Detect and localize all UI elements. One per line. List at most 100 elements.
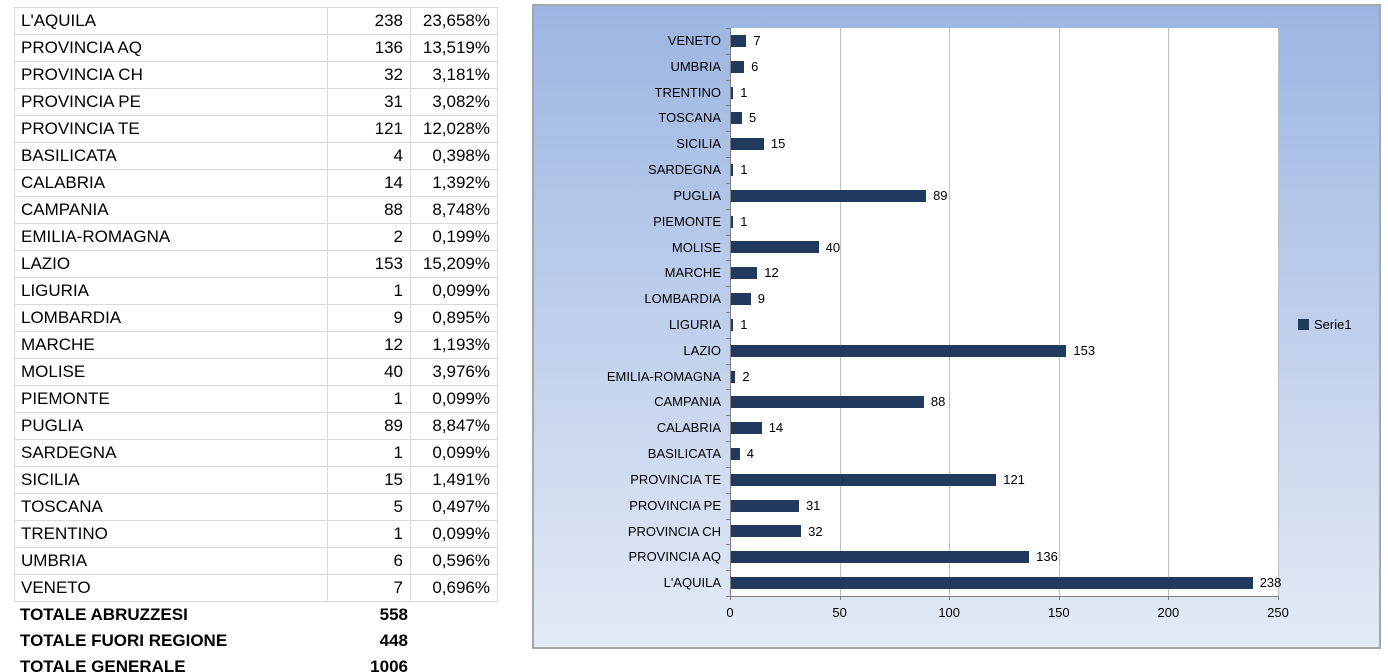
percent-cell[interactable]: 0,099%	[432, 524, 490, 543]
value-cell[interactable]: 153	[328, 251, 411, 277]
value-cell[interactable]: 89	[328, 413, 411, 439]
value-cell[interactable]: 1	[328, 386, 411, 412]
value-cell[interactable]: 5	[328, 494, 411, 520]
chart-bar[interactable]	[731, 112, 742, 125]
region-cell[interactable]: VENETO	[15, 575, 328, 601]
value-cell[interactable]: 1	[328, 278, 411, 304]
region-cell[interactable]: MOLISE	[15, 359, 328, 385]
percent-cell[interactable]: 0,497%	[432, 497, 490, 516]
percent-cell[interactable]: 0,895%	[432, 308, 490, 327]
value-cell[interactable]: 32	[328, 62, 411, 88]
region-cell[interactable]: PIEMONTE	[15, 386, 328, 412]
value-cell[interactable]: 6	[328, 548, 411, 574]
total-value-cell[interactable]: 1006	[370, 657, 408, 672]
total-value-cell[interactable]: 558	[379, 605, 408, 624]
value-cell[interactable]: 14	[328, 170, 411, 196]
percent-cell[interactable]: 13,519%	[422, 38, 490, 57]
region-cell[interactable]: MARCHE	[15, 332, 328, 358]
bar-value-label: 14	[768, 420, 784, 436]
region-cell[interactable]: LOMBARDIA	[15, 305, 328, 331]
chart-bar[interactable]	[731, 422, 762, 435]
region-cell[interactable]: PROVINCIA AQ	[15, 35, 328, 61]
value-cell[interactable]: 40	[328, 359, 411, 385]
chart-bar[interactable]	[731, 448, 740, 460]
percent-cell[interactable]: 23,658%	[422, 11, 490, 30]
chart-bar[interactable]	[731, 318, 734, 331]
percent-cell[interactable]: 0,696%	[432, 578, 490, 597]
value-cell[interactable]: 7	[328, 575, 411, 601]
chart-bar[interactable]	[731, 370, 736, 383]
value-cell[interactable]: 1	[328, 521, 411, 547]
value-cell[interactable]: 4	[328, 143, 411, 169]
chart-bar[interactable]	[731, 344, 1067, 357]
chart-bar[interactable]	[731, 499, 799, 512]
percent-cell[interactable]: 0,199%	[432, 227, 490, 246]
percent-cell[interactable]: 0,398%	[432, 146, 490, 165]
percent-cell[interactable]: 8,748%	[432, 200, 490, 219]
value-cell[interactable]: 121	[328, 116, 411, 142]
total-label-cell[interactable]: TOTALE GENERALE	[20, 657, 186, 672]
percent-cell[interactable]: 3,976%	[432, 362, 490, 381]
percent-cell[interactable]: 0,099%	[432, 389, 490, 408]
category-axis-tick	[726, 519, 730, 520]
gridline	[1168, 28, 1170, 596]
value-cell[interactable]: 88	[328, 197, 411, 223]
chart-bar[interactable]	[731, 164, 734, 176]
chart-bar[interactable]	[731, 60, 745, 73]
region-cell[interactable]: CALABRIA	[15, 170, 328, 196]
value-cell[interactable]: 136	[328, 35, 411, 61]
region-cell[interactable]: PROVINCIA CH	[15, 62, 328, 88]
region-cell[interactable]: EMILIA-ROMAGNA	[15, 224, 328, 250]
region-cell[interactable]: UMBRIA	[15, 548, 328, 574]
regions-bar-chart[interactable]: Serie1 7 VENETO 6 UMBRIA 1 TRENTINO 5 TOSCANA 15…	[532, 4, 1381, 649]
region-cell[interactable]: PROVINCIA PE	[15, 89, 328, 115]
region-cell[interactable]: PUGLIA	[15, 413, 328, 439]
total-label-cell[interactable]: TOTALE FUORI REGIONE	[20, 631, 228, 650]
chart-bar[interactable]	[731, 396, 924, 409]
percent-cell[interactable]: 0,099%	[432, 443, 490, 462]
value-cell[interactable]: 238	[328, 8, 411, 34]
chart-legend[interactable]: Serie1	[1298, 317, 1352, 332]
region-cell[interactable]: TOSCANA	[15, 494, 328, 520]
chart-bar[interactable]	[731, 34, 747, 47]
region-cell[interactable]: LIGURIA	[15, 278, 328, 304]
value-cell[interactable]: 9	[328, 305, 411, 331]
percent-cell[interactable]: 3,181%	[432, 65, 490, 84]
region-cell[interactable]: LAZIO	[15, 251, 328, 277]
value-cell[interactable]: 2	[328, 224, 411, 250]
percent-cell[interactable]: 0,099%	[432, 281, 490, 300]
chart-bar[interactable]	[731, 86, 734, 99]
percent-cell[interactable]: 1,193%	[432, 335, 490, 354]
percent-cell[interactable]: 1,491%	[432, 470, 490, 489]
chart-bar[interactable]	[731, 293, 751, 306]
region-cell[interactable]: PROVINCIA TE	[15, 116, 328, 142]
value-cell[interactable]: 31	[328, 89, 411, 115]
chart-bar[interactable]	[731, 138, 764, 151]
region-cell[interactable]: L'AQUILA	[15, 8, 328, 34]
chart-bar[interactable]	[731, 551, 1030, 564]
value-cell[interactable]: 12	[328, 332, 411, 358]
percent-cell[interactable]: 3,082%	[432, 92, 490, 111]
region-cell[interactable]: SICILIA	[15, 467, 328, 493]
percent-cell[interactable]: 1,392%	[432, 173, 490, 192]
region-cell[interactable]: TRENTINO	[15, 521, 328, 547]
chart-bar[interactable]	[731, 189, 927, 202]
value-cell[interactable]: 1	[328, 440, 411, 466]
value-cell[interactable]: 15	[328, 467, 411, 493]
total-label-cell[interactable]: TOTALE ABRUZZESI	[20, 605, 188, 624]
percent-cell[interactable]: 8,847%	[432, 416, 490, 435]
chart-bar[interactable]	[731, 267, 758, 280]
chart-bar[interactable]	[731, 525, 802, 538]
region-cell[interactable]: SARDEGNA	[15, 440, 328, 466]
chart-bar[interactable]	[731, 241, 819, 254]
percent-cell[interactable]: 12,028%	[422, 119, 490, 138]
bar-value-label: 153	[1073, 342, 1096, 358]
chart-bar[interactable]	[731, 215, 734, 228]
chart-bar[interactable]	[731, 577, 1253, 590]
region-cell[interactable]: BASILICATA	[15, 143, 328, 169]
percent-cell[interactable]: 15,209%	[422, 254, 490, 273]
percent-cell[interactable]: 0,596%	[432, 551, 490, 570]
total-value-cell[interactable]: 448	[379, 631, 408, 650]
chart-bar[interactable]	[731, 473, 997, 486]
region-cell[interactable]: CAMPANIA	[15, 197, 328, 223]
